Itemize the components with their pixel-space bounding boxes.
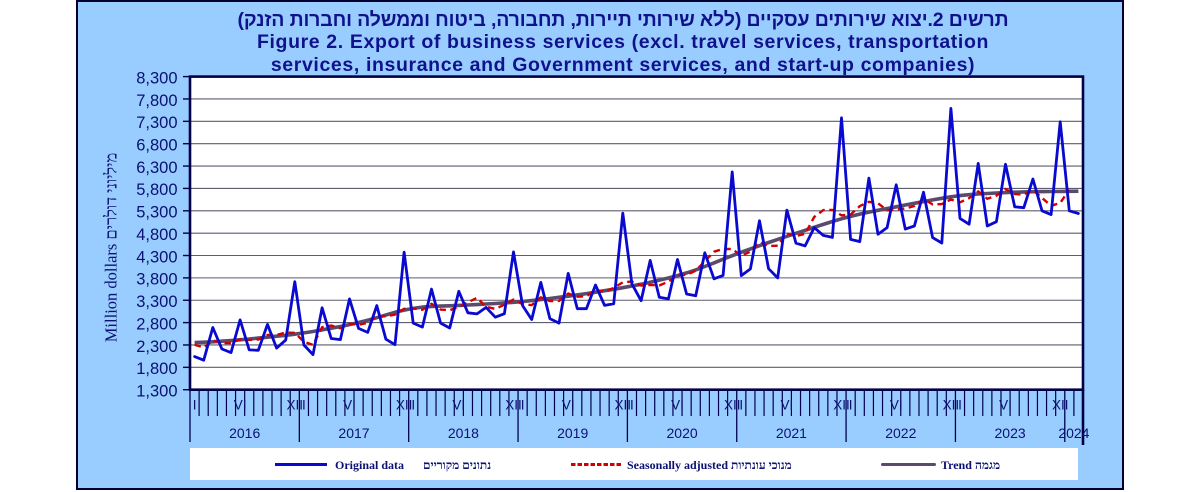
- svg-text:7,300: 7,300: [136, 114, 177, 132]
- svg-text:VI: VI: [890, 398, 903, 413]
- svg-text:VI: VI: [343, 398, 356, 413]
- svg-text:6,300: 6,300: [136, 159, 177, 177]
- svg-text:I: I: [958, 398, 962, 413]
- svg-text:1,300: 1,300: [136, 383, 177, 401]
- svg-text:2016: 2016: [229, 425, 260, 441]
- svg-text:2,800: 2,800: [136, 315, 177, 333]
- svg-text:2019: 2019: [557, 425, 588, 441]
- svg-text:2,300: 2,300: [136, 338, 177, 356]
- svg-text:3,300: 3,300: [136, 293, 177, 311]
- svg-text:VI: VI: [781, 398, 794, 413]
- svg-text:VI: VI: [671, 398, 684, 413]
- svg-text:XII: XII: [943, 398, 960, 413]
- svg-text:I: I: [630, 398, 634, 413]
- svg-text:I: I: [739, 398, 743, 413]
- svg-text:VI: VI: [999, 398, 1012, 413]
- svg-text:6,800: 6,800: [136, 136, 177, 154]
- svg-text:XII: XII: [287, 398, 304, 413]
- svg-text:VI: VI: [234, 398, 247, 413]
- svg-text:4,300: 4,300: [136, 248, 177, 266]
- svg-text:2017: 2017: [338, 425, 369, 441]
- svg-text:7,800: 7,800: [136, 92, 177, 110]
- svg-text:2020: 2020: [667, 425, 698, 441]
- svg-text:2018: 2018: [448, 425, 479, 441]
- svg-text:2023: 2023: [995, 425, 1026, 441]
- svg-text:1,800: 1,800: [136, 360, 177, 378]
- svg-text:XII: XII: [505, 398, 522, 413]
- svg-text:XII: XII: [1052, 398, 1069, 413]
- svg-text:3,800: 3,800: [136, 271, 177, 289]
- svg-text:XII: XII: [833, 398, 850, 413]
- svg-text:2021: 2021: [776, 425, 807, 441]
- svg-text:5,300: 5,300: [136, 204, 177, 222]
- svg-text:VI: VI: [562, 398, 575, 413]
- svg-text:I: I: [521, 398, 525, 413]
- svg-text:XII: XII: [396, 398, 413, 413]
- svg-text:8,300: 8,300: [136, 69, 177, 87]
- svg-text:XII: XII: [724, 398, 741, 413]
- svg-text:I: I: [193, 398, 197, 413]
- svg-text:2022: 2022: [885, 425, 916, 441]
- svg-text:I: I: [849, 398, 853, 413]
- svg-text:2024: 2024: [1058, 425, 1089, 441]
- svg-text:VI: VI: [452, 398, 465, 413]
- svg-text:4,800: 4,800: [136, 226, 177, 244]
- svg-text:5,800: 5,800: [136, 181, 177, 199]
- svg-text:I: I: [302, 398, 306, 413]
- svg-text:I: I: [411, 398, 415, 413]
- svg-text:XII: XII: [615, 398, 632, 413]
